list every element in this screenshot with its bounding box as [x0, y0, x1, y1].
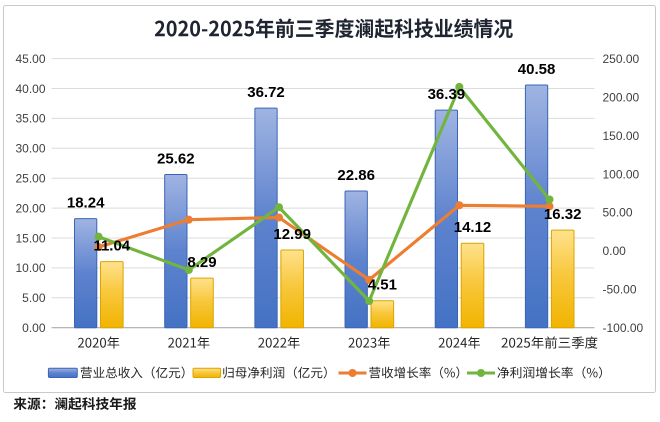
- svg-text:8.29: 8.29: [187, 254, 216, 271]
- svg-text:5.00: 5.00: [22, 291, 46, 305]
- svg-text:36.39: 36.39: [428, 86, 466, 103]
- svg-text:-100.00: -100.00: [603, 321, 644, 335]
- svg-text:0.00: 0.00: [603, 244, 627, 258]
- svg-text:40.00: 40.00: [15, 82, 45, 96]
- svg-text:12.99: 12.99: [273, 226, 311, 243]
- svg-text:15.00: 15.00: [15, 231, 45, 245]
- svg-text:250.00: 250.00: [603, 52, 640, 66]
- svg-text:36.72: 36.72: [247, 84, 285, 101]
- svg-text:100.00: 100.00: [603, 167, 640, 181]
- svg-text:11.04: 11.04: [93, 238, 130, 255]
- svg-text:20.00: 20.00: [15, 201, 45, 215]
- svg-text:150.00: 150.00: [603, 129, 640, 143]
- svg-text:25.00: 25.00: [15, 172, 45, 186]
- svg-text:0.00: 0.00: [22, 321, 46, 335]
- svg-text:35.00: 35.00: [15, 112, 45, 126]
- svg-text:14.12: 14.12: [454, 219, 492, 236]
- svg-text:30.00: 30.00: [15, 142, 45, 156]
- svg-text:18.24: 18.24: [67, 195, 105, 212]
- svg-text:40.58: 40.58: [518, 61, 556, 78]
- svg-text:16.32: 16.32: [544, 206, 582, 223]
- svg-text:10.00: 10.00: [15, 261, 45, 275]
- svg-text:45.00: 45.00: [15, 52, 45, 66]
- svg-text:200.00: 200.00: [603, 90, 640, 104]
- svg-text:25.62: 25.62: [157, 150, 195, 167]
- svg-text:50.00: 50.00: [603, 206, 633, 220]
- svg-text:-50.00: -50.00: [603, 283, 637, 297]
- svg-text:22.86: 22.86: [337, 167, 375, 184]
- svg-text:4.51: 4.51: [368, 277, 397, 294]
